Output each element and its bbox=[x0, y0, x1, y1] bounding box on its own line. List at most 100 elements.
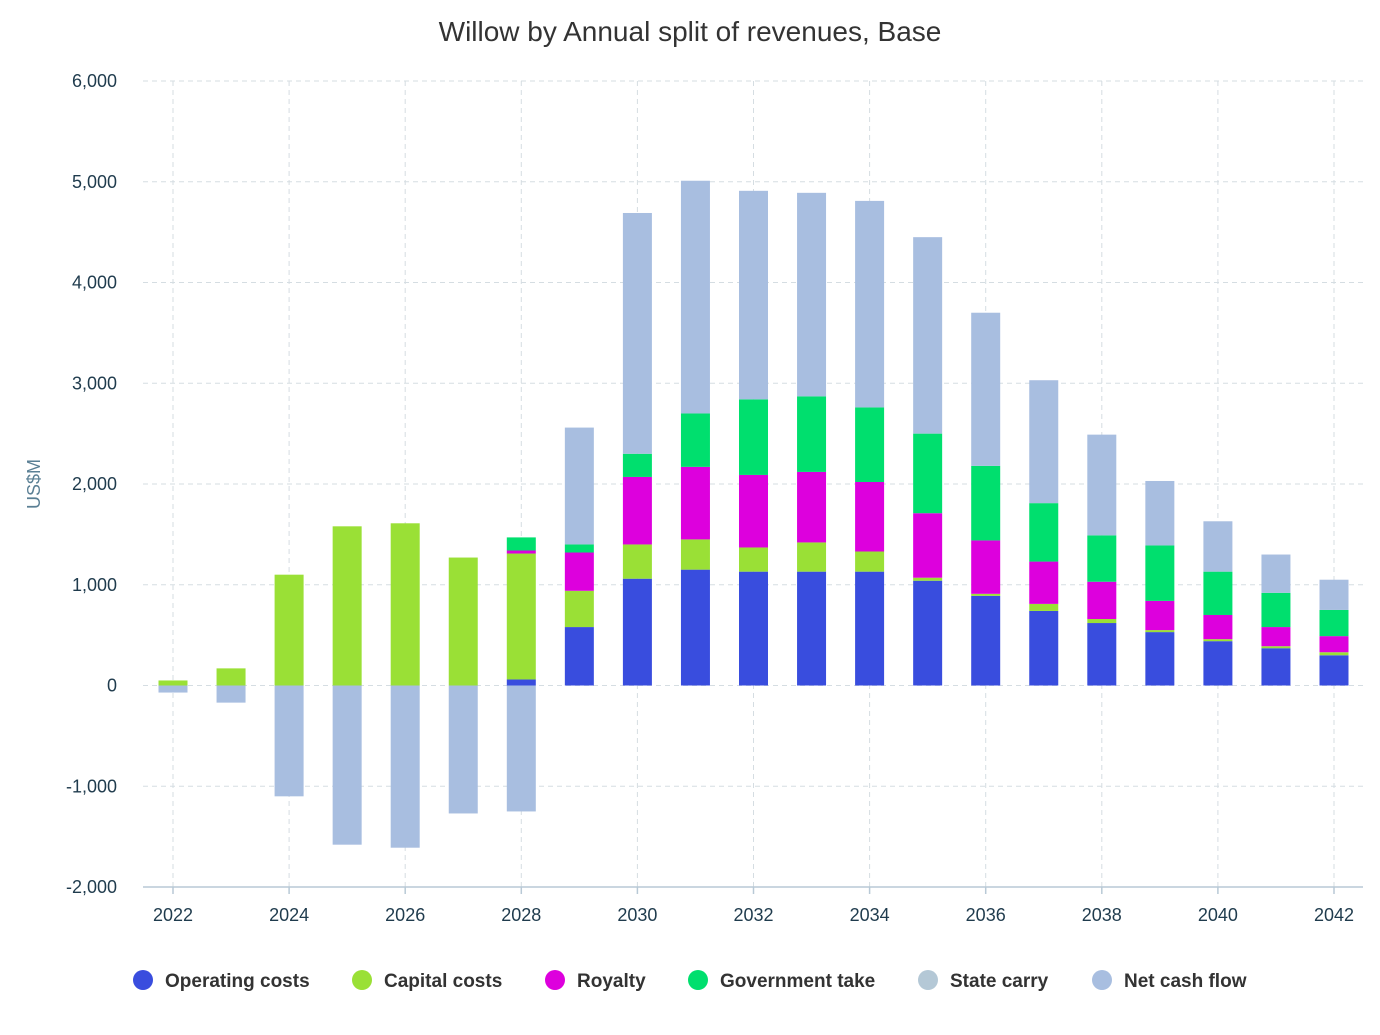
x-tick-label: 2034 bbox=[850, 905, 890, 925]
legend-item[interactable]: Royalty bbox=[545, 970, 646, 992]
bar-segment[interactable] bbox=[1319, 609, 1349, 637]
bar-segment[interactable] bbox=[1145, 480, 1175, 546]
bar-segment[interactable] bbox=[564, 627, 594, 686]
bar-segment[interactable] bbox=[797, 192, 827, 397]
bar-segment[interactable] bbox=[274, 685, 304, 797]
bar-segment[interactable] bbox=[739, 571, 768, 686]
bar-segment[interactable] bbox=[506, 679, 536, 686]
y-tick-label: 2,000 bbox=[72, 474, 117, 494]
bar-segment[interactable] bbox=[1145, 630, 1175, 633]
bar-segment[interactable] bbox=[971, 312, 1001, 466]
bar-segment[interactable] bbox=[564, 427, 594, 545]
bar-segment[interactable] bbox=[1145, 600, 1175, 631]
legend-item[interactable]: Government take bbox=[688, 970, 875, 992]
bar-segment[interactable] bbox=[1029, 561, 1059, 604]
bar-segment[interactable] bbox=[1029, 610, 1059, 686]
bar-segment[interactable] bbox=[564, 590, 594, 628]
bar-segment[interactable] bbox=[1087, 623, 1117, 686]
bar-segment[interactable] bbox=[1029, 503, 1059, 562]
bar-segment[interactable] bbox=[913, 433, 943, 514]
bar-segment[interactable] bbox=[216, 685, 246, 703]
bar-segment[interactable] bbox=[1203, 521, 1233, 572]
legend-item[interactable]: Operating costs bbox=[133, 970, 310, 992]
legend-label: Capital costs bbox=[384, 971, 502, 992]
bar-segment[interactable] bbox=[506, 537, 536, 551]
bar-segment[interactable] bbox=[564, 552, 594, 591]
bar-segment[interactable] bbox=[158, 680, 188, 686]
bar-segment[interactable] bbox=[971, 593, 1001, 596]
bar-segment[interactable] bbox=[971, 465, 1001, 541]
bar-segment[interactable] bbox=[448, 685, 478, 814]
bar-segment[interactable] bbox=[1087, 535, 1117, 582]
bar-segment[interactable] bbox=[274, 574, 304, 686]
y-tick-label: 5,000 bbox=[72, 172, 117, 192]
bar-segment[interactable] bbox=[855, 200, 885, 408]
bar-segment[interactable] bbox=[739, 399, 768, 475]
bar-segment[interactable] bbox=[390, 685, 420, 848]
bar-segment[interactable] bbox=[448, 557, 478, 686]
bar-segment[interactable] bbox=[1261, 646, 1291, 649]
bar-segment[interactable] bbox=[1029, 380, 1059, 504]
bar-segment[interactable] bbox=[855, 571, 885, 686]
bar-segment[interactable] bbox=[1261, 554, 1291, 593]
bar-segment[interactable] bbox=[1203, 641, 1233, 686]
bar-segment[interactable] bbox=[332, 685, 362, 845]
legend-item[interactable]: Net cash flow bbox=[1092, 970, 1247, 992]
bar-segment[interactable] bbox=[855, 481, 885, 552]
bar-segment[interactable] bbox=[680, 569, 710, 686]
bar-segment[interactable] bbox=[622, 544, 652, 579]
bar-segment[interactable] bbox=[797, 396, 827, 472]
bar-segment[interactable] bbox=[216, 668, 246, 686]
bar-segment[interactable] bbox=[971, 540, 1001, 594]
bar-segment[interactable] bbox=[680, 180, 710, 414]
bar-segment[interactable] bbox=[1261, 592, 1291, 628]
x-tick-label: 2038 bbox=[1082, 905, 1122, 925]
bar-segment[interactable] bbox=[855, 551, 885, 572]
bar-segment[interactable] bbox=[1145, 545, 1175, 601]
bar-segment[interactable] bbox=[622, 578, 652, 686]
bar-segment[interactable] bbox=[797, 571, 827, 686]
bar-segment[interactable] bbox=[622, 476, 652, 545]
bar-segment[interactable] bbox=[622, 453, 652, 477]
bar-segment[interactable] bbox=[797, 471, 827, 543]
bar-segment[interactable] bbox=[913, 513, 943, 578]
legend-item[interactable]: Capital costs bbox=[352, 970, 502, 992]
bar-segment[interactable] bbox=[855, 407, 885, 482]
bar-segment[interactable] bbox=[158, 685, 188, 693]
bar-segment[interactable] bbox=[739, 547, 768, 572]
bar-segment[interactable] bbox=[739, 474, 768, 548]
bar-segment[interactable] bbox=[1261, 627, 1291, 647]
bar-segment[interactable] bbox=[739, 190, 768, 400]
bar-segment[interactable] bbox=[913, 577, 943, 581]
bar-segment[interactable] bbox=[680, 413, 710, 467]
bar-segment[interactable] bbox=[797, 542, 827, 572]
bar-segment[interactable] bbox=[1203, 614, 1233, 640]
bar-segment[interactable] bbox=[622, 212, 652, 454]
bar-segment[interactable] bbox=[1203, 639, 1233, 642]
bar-segment[interactable] bbox=[1203, 571, 1233, 615]
bar-segment[interactable] bbox=[1145, 632, 1175, 686]
bar-segment[interactable] bbox=[564, 544, 594, 553]
bar-segment[interactable] bbox=[1319, 652, 1349, 656]
bar-segment[interactable] bbox=[506, 550, 536, 554]
bar-segment[interactable] bbox=[971, 595, 1001, 686]
bar-segment[interactable] bbox=[506, 553, 536, 680]
bar-segment[interactable] bbox=[1087, 619, 1117, 624]
legend-marker bbox=[133, 970, 153, 990]
legend-item[interactable]: State carry bbox=[918, 970, 1049, 992]
bar-segment[interactable] bbox=[332, 526, 362, 686]
bar-segment[interactable] bbox=[1087, 581, 1117, 620]
bar-segment[interactable] bbox=[1319, 636, 1349, 653]
bar-segment[interactable] bbox=[1087, 434, 1117, 536]
bar-segment[interactable] bbox=[1029, 603, 1059, 611]
bar-segment[interactable] bbox=[913, 580, 943, 686]
bar-segment[interactable] bbox=[913, 237, 943, 434]
bar-segment[interactable] bbox=[506, 685, 536, 812]
bar-segment[interactable] bbox=[680, 539, 710, 570]
bar-segment[interactable] bbox=[1261, 648, 1291, 686]
bar-segment[interactable] bbox=[1319, 579, 1349, 610]
bar-segment[interactable] bbox=[680, 466, 710, 540]
bar-segment[interactable] bbox=[390, 523, 420, 686]
x-tick-label: 2042 bbox=[1314, 905, 1354, 925]
bar-segment[interactable] bbox=[1319, 655, 1349, 686]
